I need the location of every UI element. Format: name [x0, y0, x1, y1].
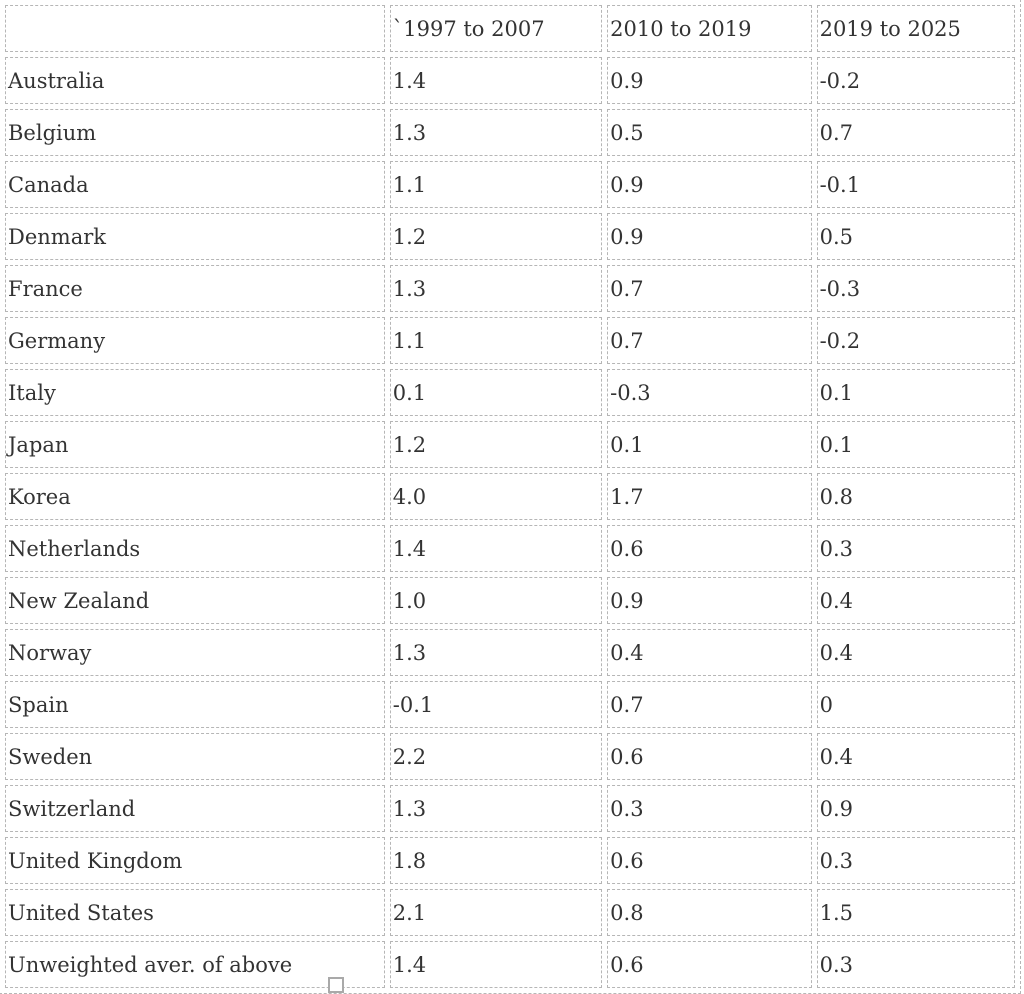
cell-value[interactable]: -0.2 [816, 57, 1015, 104]
cell-value[interactable]: 0.7 [607, 681, 812, 728]
cell-value[interactable]: 0 [816, 681, 1015, 728]
cell-value[interactable]: 0.8 [816, 473, 1015, 520]
cell-value[interactable]: 1.4 [389, 525, 603, 572]
table-row: Italy 0.1 -0.3 0.1 [5, 369, 1015, 416]
cell-value[interactable]: 0.6 [607, 733, 812, 780]
row-label[interactable]: Netherlands [5, 525, 385, 572]
cell-value[interactable]: 4.0 [389, 473, 603, 520]
table-row: Switzerland 1.3 0.3 0.9 [5, 785, 1015, 832]
row-label[interactable]: Japan [5, 421, 385, 468]
row-label[interactable]: United Kingdom [5, 837, 385, 884]
cell-value[interactable]: 0.7 [607, 265, 812, 312]
cell-value[interactable]: -0.1 [816, 161, 1015, 208]
cell-value[interactable]: 1.3 [389, 265, 603, 312]
row-label[interactable]: Spain [5, 681, 385, 728]
cell-value[interactable]: 1.2 [389, 213, 603, 260]
cell-value[interactable]: 0.5 [607, 109, 812, 156]
cell-value[interactable]: 1.1 [389, 161, 603, 208]
row-label[interactable]: France [5, 265, 385, 312]
row-label[interactable]: Korea [5, 473, 385, 520]
cell-value[interactable]: 0.7 [607, 317, 812, 364]
table-row: Netherlands 1.4 0.6 0.3 [5, 525, 1015, 572]
corner-header-cell[interactable] [5, 5, 385, 52]
cell-value[interactable]: 1.1 [389, 317, 603, 364]
cell-value[interactable]: 0.3 [607, 785, 812, 832]
cell-value[interactable]: 0.4 [816, 733, 1015, 780]
cell-value[interactable]: 1.2 [389, 421, 603, 468]
cell-value[interactable]: 1.3 [389, 785, 603, 832]
table-row: Germany 1.1 0.7 -0.2 [5, 317, 1015, 364]
table-row: Canada 1.1 0.9 -0.1 [5, 161, 1015, 208]
cell-value[interactable]: -0.3 [816, 265, 1015, 312]
table-body: Australia 1.4 0.9 -0.2 Belgium 1.3 0.5 0.7 Canad… [5, 57, 1015, 988]
cell-value[interactable]: 0.6 [607, 941, 812, 988]
table-row: Korea 4.0 1.7 0.8 [5, 473, 1015, 520]
cell-value[interactable]: 2.1 [389, 889, 603, 936]
cell-value[interactable]: 1.7 [607, 473, 812, 520]
cell-value[interactable]: 0.1 [816, 369, 1015, 416]
table-row: United States 2.1 0.8 1.5 [5, 889, 1015, 936]
row-label[interactable]: Canada [5, 161, 385, 208]
table-row: Belgium 1.3 0.5 0.7 [5, 109, 1015, 156]
cell-value[interactable]: 1.0 [389, 577, 603, 624]
table-row: France 1.3 0.7 -0.3 [5, 265, 1015, 312]
cell-value[interactable]: 0.7 [816, 109, 1015, 156]
cell-value[interactable]: 0.6 [607, 837, 812, 884]
cell-value[interactable]: 0.9 [607, 577, 812, 624]
row-label[interactable]: Norway [5, 629, 385, 676]
table-row: New Zealand 1.0 0.9 0.4 [5, 577, 1015, 624]
cell-value[interactable]: -0.3 [607, 369, 812, 416]
column-header[interactable]: 2019 to 2025 [816, 5, 1015, 52]
cell-value[interactable]: -0.1 [389, 681, 603, 728]
row-label[interactable]: Belgium [5, 109, 385, 156]
row-label[interactable]: Italy [5, 369, 385, 416]
row-label[interactable]: Germany [5, 317, 385, 364]
cell-value[interactable]: 0.5 [816, 213, 1015, 260]
table-header: `1997 to 2007 2010 to 2019 2019 to 2025 [5, 5, 1015, 52]
cell-value[interactable]: 0.4 [607, 629, 812, 676]
cell-value[interactable]: 1.4 [389, 941, 603, 988]
cell-value[interactable]: 2.2 [389, 733, 603, 780]
cell-value[interactable]: 0.9 [816, 785, 1015, 832]
cell-value[interactable]: 0.4 [816, 577, 1015, 624]
cell-value[interactable]: 0.1 [389, 369, 603, 416]
table-row: Australia 1.4 0.9 -0.2 [5, 57, 1015, 104]
cell-value[interactable]: 0.6 [607, 525, 812, 572]
row-label[interactable]: Australia [5, 57, 385, 104]
cell-value[interactable]: 0.3 [816, 525, 1015, 572]
row-label[interactable]: Unweighted aver. of above [5, 941, 385, 988]
table-row: Japan 1.2 0.1 0.1 [5, 421, 1015, 468]
table-row: Unweighted aver. of above 1.4 0.6 0.3 [5, 941, 1015, 988]
cell-value[interactable]: 1.8 [389, 837, 603, 884]
table-row: Spain -0.1 0.7 0 [5, 681, 1015, 728]
cell-value[interactable]: 0.3 [816, 941, 1015, 988]
cell-value[interactable]: 0.9 [607, 213, 812, 260]
cell-value[interactable]: 1.3 [389, 109, 603, 156]
cell-value[interactable]: 1.3 [389, 629, 603, 676]
row-label[interactable]: Sweden [5, 733, 385, 780]
cell-value[interactable]: 0.4 [816, 629, 1015, 676]
row-label[interactable]: Switzerland [5, 785, 385, 832]
table-row: Denmark 1.2 0.9 0.5 [5, 213, 1015, 260]
cell-value[interactable]: 0.3 [816, 837, 1015, 884]
cell-value[interactable]: 0.1 [607, 421, 812, 468]
cell-value[interactable]: 0.9 [607, 57, 812, 104]
table-row: Norway 1.3 0.4 0.4 [5, 629, 1015, 676]
row-label[interactable]: Denmark [5, 213, 385, 260]
cell-value[interactable]: 0.9 [607, 161, 812, 208]
cell-value[interactable]: 0.8 [607, 889, 812, 936]
cell-value[interactable]: 0.1 [816, 421, 1015, 468]
header-row: `1997 to 2007 2010 to 2019 2019 to 2025 [5, 5, 1015, 52]
table-row: United Kingdom 1.8 0.6 0.3 [5, 837, 1015, 884]
cell-value[interactable]: 1.4 [389, 57, 603, 104]
cell-value[interactable]: 1.5 [816, 889, 1015, 936]
column-header[interactable]: 2010 to 2019 [607, 5, 812, 52]
row-label[interactable]: United States [5, 889, 385, 936]
column-header[interactable]: `1997 to 2007 [389, 5, 603, 52]
row-label[interactable]: New Zealand [5, 577, 385, 624]
table-row: Sweden 2.2 0.6 0.4 [5, 733, 1015, 780]
cell-value[interactable]: -0.2 [816, 317, 1015, 364]
